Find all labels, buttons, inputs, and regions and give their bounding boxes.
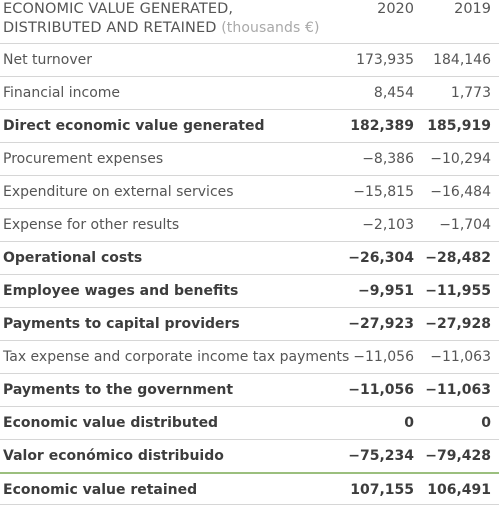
value-2019: −27,928 bbox=[425, 316, 491, 332]
value-2020: −8,386 bbox=[362, 151, 414, 167]
table-row: Employee wages and benefits −9,951 −11,955 bbox=[0, 274, 499, 307]
row-label: Procurement expenses bbox=[3, 151, 164, 167]
value-2020: −9,951 bbox=[357, 283, 414, 299]
table-row: Expense for other results −2,103 −1,704 bbox=[0, 208, 499, 241]
row-label: Expenditure on external services bbox=[3, 184, 234, 200]
row-label: Employee wages and benefits bbox=[3, 283, 239, 299]
row-label: Payments to capital providers bbox=[3, 316, 240, 332]
value-2020: −75,234 bbox=[348, 448, 414, 464]
row-label: Direct economic value generated bbox=[3, 118, 265, 134]
row-label: Operational costs bbox=[3, 250, 143, 266]
row-label: Tax expense and corporate income tax pay… bbox=[3, 349, 350, 365]
year-2020-header: 2020 bbox=[377, 1, 414, 17]
table-row: Payments to the government −11,056 −11,063 bbox=[0, 373, 499, 406]
title-line-2: DISTRIBUTED AND RETAINED bbox=[3, 20, 217, 36]
value-2019: −79,428 bbox=[425, 448, 491, 464]
table-title: ECONOMIC VALUE GENERATED, DISTRIBUTED AN… bbox=[3, 0, 363, 38]
value-2019: 0 bbox=[481, 415, 491, 431]
value-2020: −11,056 bbox=[348, 382, 414, 398]
value-2020: −2,103 bbox=[362, 217, 414, 233]
table-row: Procurement expenses −8,386 −10,294 bbox=[0, 142, 499, 175]
value-2020: −27,923 bbox=[348, 316, 414, 332]
value-2019: −11,063 bbox=[425, 382, 491, 398]
value-2019: −28,482 bbox=[425, 250, 491, 266]
value-2020: −11,056 bbox=[353, 349, 414, 365]
table-row: Valor económico distribuido −75,234 −79,42… bbox=[0, 439, 499, 472]
value-2020: 182,389 bbox=[350, 118, 414, 134]
value-2020: 107,155 bbox=[350, 482, 414, 498]
row-label: Expense for other results bbox=[3, 217, 180, 233]
value-2020: 8,454 bbox=[373, 85, 414, 101]
row-label: Economic value distributed bbox=[3, 415, 219, 431]
table-row: Net turnover 173,935 184,146 bbox=[0, 43, 499, 76]
table-row: Expenditure on external services −15,815−… bbox=[0, 175, 499, 208]
row-label: Economic value retained bbox=[3, 482, 198, 498]
table-row: Tax expense and corporate income tax pay… bbox=[0, 340, 499, 373]
row-label: Financial income bbox=[3, 85, 121, 101]
table-header: ECONOMIC VALUE GENERATED, DISTRIBUTED AN… bbox=[0, 0, 499, 42]
value-2019: −16,484 bbox=[430, 184, 491, 200]
table-row: Economic value distributed 0 0 bbox=[0, 406, 499, 439]
title-line-1: ECONOMIC VALUE GENERATED, bbox=[3, 1, 234, 17]
row-label: Net turnover bbox=[3, 52, 92, 68]
value-2019: 185,919 bbox=[427, 118, 491, 134]
value-2019: −10,294 bbox=[430, 151, 491, 167]
value-2019: 184,146 bbox=[433, 52, 491, 68]
value-2019: −1,704 bbox=[439, 217, 491, 233]
value-2019: −11,063 bbox=[430, 349, 491, 365]
table-row: Operational costs −26,304 −28,482 bbox=[0, 241, 499, 274]
table-row: Payments to capital providers −27,923 −27,… bbox=[0, 307, 499, 340]
row-label: Valor económico distribuido bbox=[3, 448, 224, 464]
table-body: Net turnover 173,935 184,146 Financial inco… bbox=[0, 43, 499, 505]
value-2019: 1,773 bbox=[450, 85, 491, 101]
value-2020: 173,935 bbox=[356, 52, 414, 68]
value-2019: 106,491 bbox=[427, 482, 491, 498]
unit-label: (thousands €) bbox=[221, 20, 320, 36]
table-row: Economic value retained 107,155 106,491 bbox=[0, 472, 499, 505]
value-2020: −15,815 bbox=[353, 184, 414, 200]
table-row: Direct economic value generated 182,389 18… bbox=[0, 109, 499, 142]
value-2019: −11,955 bbox=[425, 283, 491, 299]
value-2020: 0 bbox=[404, 415, 414, 431]
year-2019-header: 2019 bbox=[454, 1, 491, 17]
row-label: Payments to the government bbox=[3, 382, 234, 398]
value-2020: −26,304 bbox=[348, 250, 414, 266]
table-row: Financial income 8,454 1,773 bbox=[0, 76, 499, 109]
